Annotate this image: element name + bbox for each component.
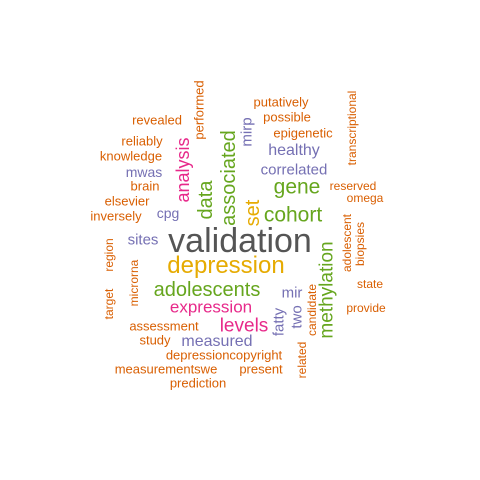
cloud-word-gene: gene bbox=[273, 175, 321, 199]
cloud-word-elsevier: elsevier bbox=[104, 193, 150, 209]
cloud-word-depression: depression bbox=[167, 252, 285, 279]
cloud-word-expression: expression bbox=[169, 297, 253, 317]
cloud-word-levels: levels bbox=[219, 315, 269, 337]
cloud-word-sites: sites bbox=[127, 231, 159, 249]
cloud-word-performed: performed bbox=[191, 80, 207, 140]
cloud-word-region: region bbox=[102, 238, 116, 272]
cloud-word-two: two bbox=[288, 305, 306, 329]
cloud-word-epigenetic: epigenetic bbox=[273, 125, 333, 141]
cloud-word-mir: mir bbox=[281, 284, 303, 302]
cloud-word-related: related bbox=[295, 341, 309, 379]
cloud-word-prediction: prediction bbox=[169, 375, 227, 391]
cloud-word-reliably: reliably bbox=[121, 133, 163, 149]
cloud-word-healthy: healthy bbox=[268, 142, 320, 159]
cloud-word-candidate: candidate bbox=[305, 283, 319, 337]
cloud-word-data: data bbox=[195, 180, 217, 220]
cloud-word-measurementswe: measurementswe bbox=[114, 361, 218, 377]
cloud-word-revealed: revealed bbox=[132, 112, 182, 128]
cloud-word-measured: measured bbox=[181, 333, 253, 350]
cloud-word-possible: possible bbox=[263, 109, 311, 125]
cloud-word-brain: brain bbox=[130, 178, 160, 194]
cloud-word-correlated: correlated bbox=[260, 161, 328, 179]
cloud-word-microrna: microrna bbox=[127, 259, 141, 307]
cloud-word-analysis: analysis bbox=[173, 137, 193, 203]
cloud-word-provide: provide bbox=[346, 301, 386, 315]
cloud-word-cpg: cpg bbox=[156, 205, 180, 221]
cloud-word-depressioncopyright: depressioncopyright bbox=[165, 347, 283, 363]
cloud-word-putatively: putatively bbox=[253, 94, 309, 110]
cloud-word-present: present bbox=[239, 361, 283, 377]
cloud-word-assessment: assessment bbox=[129, 318, 199, 334]
cloud-word-set: set bbox=[242, 199, 264, 227]
cloud-word-reserved: reserved bbox=[329, 179, 377, 193]
cloud-word-adolescents: adolescents bbox=[153, 279, 261, 301]
cloud-word-mirp: mirp bbox=[238, 117, 256, 147]
cloud-word-validation: validation bbox=[168, 222, 312, 260]
cloud-word-fatty: fatty bbox=[270, 307, 288, 337]
cloud-word-study: study bbox=[139, 332, 171, 348]
cloud-word-state: state bbox=[356, 277, 384, 291]
cloud-word-omega: omega bbox=[346, 191, 384, 205]
cloud-word-biopsies: biopsies bbox=[353, 221, 367, 267]
cloud-word-inversely: inversely bbox=[90, 208, 142, 224]
cloud-word-transcriptional: transcriptional bbox=[345, 90, 359, 166]
cloud-word-associated: associated bbox=[218, 130, 240, 226]
cloud-word-knowledge: knowledge bbox=[99, 148, 163, 164]
cloud-word-cohort: cohort bbox=[263, 203, 323, 227]
cloud-word-adolescent: adolescent bbox=[340, 213, 354, 273]
cloud-word-target: target bbox=[102, 288, 116, 320]
cloud-word-mwas: mwas bbox=[125, 164, 163, 180]
cloud-word-methylation: methylation bbox=[316, 241, 338, 339]
